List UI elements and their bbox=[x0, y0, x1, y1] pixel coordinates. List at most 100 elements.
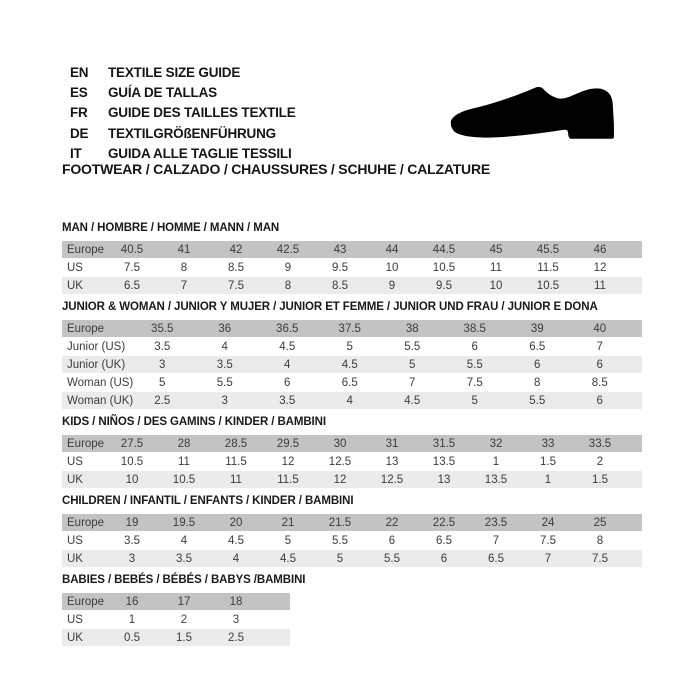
size-cell: 13 bbox=[385, 455, 399, 468]
size-cell: 10.5 bbox=[536, 279, 560, 292]
size-cell: 6 bbox=[284, 376, 291, 389]
row-label: Europe bbox=[67, 243, 105, 256]
table-row: Europe 16 17 18 bbox=[62, 593, 290, 610]
size-cell: 3 bbox=[159, 358, 166, 371]
size-cell: 11.5 bbox=[225, 455, 247, 468]
size-cell: 5 bbox=[409, 358, 416, 371]
table-row: Junior (UK) 3 3.5 4 4.5 5 5.5 6 6 bbox=[62, 356, 642, 373]
table-row: US 1 2 3 bbox=[62, 611, 290, 628]
table-row: UK 0.5 1.5 2.5 bbox=[62, 629, 290, 646]
row-label: UK bbox=[67, 552, 83, 565]
size-cell: 6 bbox=[596, 394, 603, 407]
size-cell: 5 bbox=[159, 376, 166, 389]
size-cell: 28 bbox=[177, 437, 191, 450]
size-table-section-babies: BABIES / BEBÉS / BÉBÉS / BABYS /BAMBINI E… bbox=[62, 574, 642, 646]
size-cell: 11 bbox=[230, 473, 242, 486]
size-cell: 46 bbox=[593, 243, 607, 256]
size-cell: 6 bbox=[534, 358, 541, 371]
size-table-section-man: MAN / HOMBRE / HOMME / MANN / MAN Europe 4… bbox=[62, 222, 642, 294]
row-label: Junior (UK) bbox=[67, 358, 126, 371]
size-cell: 8 bbox=[534, 376, 541, 389]
size-cell: 12 bbox=[593, 261, 607, 274]
size-cell: 21 bbox=[281, 516, 295, 529]
size-cell: 38 bbox=[405, 322, 419, 335]
table-row: Europe 19 19.5 20 21 21.5 22 22.5 23.5 24 25 bbox=[62, 514, 642, 531]
row-label: Woman (US) bbox=[67, 376, 134, 389]
row-label: US bbox=[67, 455, 83, 468]
size-cell: 4.5 bbox=[341, 358, 358, 371]
size-cell: 32 bbox=[489, 437, 503, 450]
size-cell: 5 bbox=[336, 552, 344, 565]
language-code: ES bbox=[70, 85, 88, 101]
table-title: JUNIOR & WOMAN / JUNIOR Y MUJER / JUNIOR… bbox=[62, 301, 598, 313]
table-row: UK 10 10.5 11 11.5 12 12.5 13 13.5 1 1.5 bbox=[62, 471, 642, 488]
table-row: Woman (UK) 2.5 3 3.5 4 4.5 5 5.5 6 bbox=[62, 392, 642, 409]
size-cell: 10.5 bbox=[120, 455, 144, 468]
size-cell: 23.5 bbox=[484, 516, 508, 529]
size-cell: 19 bbox=[125, 516, 139, 529]
row-label: Woman (UK) bbox=[67, 394, 134, 407]
table-row: UK 6.5 7 7.5 8 8.5 9 9.5 10 10.5 11 bbox=[62, 277, 642, 294]
size-cell: 3.5 bbox=[154, 340, 171, 353]
size-table-man: Europe 40.5 41 42 42.5 43 44 44.5 45 45.5 46 US 7.5 8… bbox=[62, 241, 642, 294]
size-cell: 7 bbox=[544, 552, 552, 565]
size-table-junior-woman: Europe 35.5 36 36.5 37.5 38 38.5 39 40 Junior (US… bbox=[62, 320, 642, 409]
size-cell: 8.5 bbox=[228, 261, 244, 274]
language-title-row: EN TEXTILE SIZE GUIDE bbox=[70, 62, 296, 82]
size-cell: 39 bbox=[530, 322, 544, 335]
size-cell: 11.5 bbox=[277, 473, 299, 486]
size-cell: 2.5 bbox=[154, 394, 171, 407]
size-cell: 19.5 bbox=[172, 516, 196, 529]
size-cell: 11 bbox=[178, 455, 190, 468]
size-cell: 10 bbox=[489, 279, 503, 292]
size-cell: 7 bbox=[492, 534, 500, 547]
size-cell: 42.5 bbox=[276, 243, 300, 256]
size-cell: 22.5 bbox=[432, 516, 456, 529]
size-cell: 5.5 bbox=[384, 552, 400, 565]
size-cell: 5 bbox=[284, 534, 292, 547]
size-cell: 33 bbox=[541, 437, 555, 450]
size-cell: 43 bbox=[333, 243, 347, 256]
row-label: US bbox=[67, 534, 83, 547]
size-cell: 36 bbox=[218, 322, 232, 335]
size-cell: 6 bbox=[596, 358, 603, 371]
size-cell: 4 bbox=[180, 534, 188, 547]
size-cell: 4.5 bbox=[279, 340, 296, 353]
size-cell: 40.5 bbox=[120, 243, 144, 256]
size-cell: 8 bbox=[180, 261, 188, 274]
language-title-row: IT GUIDA ALLE TAGLIE TESSILI bbox=[70, 144, 296, 164]
size-cell: 3 bbox=[221, 394, 228, 407]
table-title: MAN / HOMBRE / HOMME / MANN / MAN bbox=[62, 222, 280, 234]
size-cell: 3.5 bbox=[176, 552, 192, 565]
language-title: TEXTILGRÖßENFÜHRUNG bbox=[108, 125, 276, 141]
row-label: Europe bbox=[67, 595, 105, 608]
size-cell: 3.5 bbox=[279, 394, 296, 407]
size-table-section-junior-woman: JUNIOR & WOMAN / JUNIOR Y MUJER / JUNIOR… bbox=[62, 301, 642, 409]
size-cell: 5 bbox=[346, 340, 353, 353]
table-row: US 3.5 4 4.5 5 5.5 6 6.5 7 7.5 8 bbox=[62, 532, 642, 549]
size-cell: 1.5 bbox=[176, 631, 192, 644]
size-cell: 5.5 bbox=[404, 340, 421, 353]
size-cell: 7.5 bbox=[124, 261, 140, 274]
size-cell: 7.5 bbox=[228, 279, 244, 292]
row-label: UK bbox=[67, 473, 83, 486]
size-cell: 31 bbox=[385, 437, 399, 450]
size-cell: 3.5 bbox=[216, 358, 233, 371]
size-cell: 22 bbox=[385, 516, 399, 529]
size-cell: 10.5 bbox=[432, 261, 456, 274]
size-cell: 8.5 bbox=[332, 279, 348, 292]
size-cell: 12.5 bbox=[380, 473, 404, 486]
table-row: Europe 27.5 28 28.5 29.5 30 31 31.5 32 33 33.5 bbox=[62, 435, 642, 452]
table-title: CHILDREN / INFANTIL / ENFANTS / KINDER /… bbox=[62, 495, 354, 507]
language-title: GUIDA ALLE TAGLIE TESSILI bbox=[108, 146, 292, 162]
size-cell: 35.5 bbox=[151, 322, 174, 335]
size-cell: 28.5 bbox=[224, 437, 248, 450]
size-cell: 4.5 bbox=[228, 534, 244, 547]
table-title: KIDS / NIÑOS / DES GAMINS / KINDER / BAM… bbox=[62, 416, 326, 428]
size-cell: 8 bbox=[284, 279, 292, 292]
size-cell: 4.5 bbox=[404, 394, 421, 407]
language-code: FR bbox=[70, 105, 88, 121]
size-cell: 33.5 bbox=[588, 437, 612, 450]
size-cell: 36.5 bbox=[276, 322, 299, 335]
size-cell: 44.5 bbox=[432, 243, 456, 256]
